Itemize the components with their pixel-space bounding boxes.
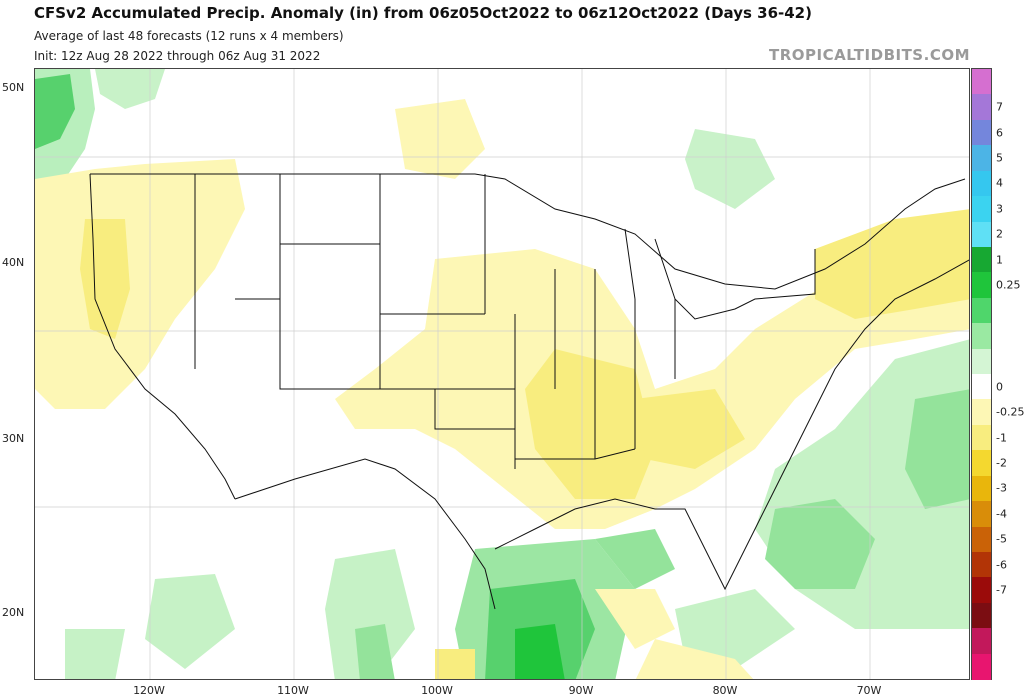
colorbar-cell bbox=[972, 653, 991, 680]
colorbar-cell bbox=[972, 272, 991, 299]
colorbar-label: -4 bbox=[996, 507, 1007, 521]
colorbar-cell bbox=[972, 424, 991, 451]
colorbar-label: 4 bbox=[996, 176, 1003, 190]
colorbar-cell bbox=[972, 526, 991, 553]
colorbar-label: 6 bbox=[996, 126, 1003, 140]
colorbar-cell bbox=[972, 323, 991, 350]
init-time: Init: 12z Aug 28 2022 through 06z Aug 31… bbox=[34, 49, 321, 63]
colorbar-cell bbox=[972, 501, 991, 528]
colorbar-cell bbox=[972, 145, 991, 172]
lat-label-30n: 30N bbox=[2, 432, 25, 445]
colorbar-cell bbox=[972, 119, 991, 146]
lat-label-40n: 40N bbox=[2, 256, 25, 269]
colorbar-label: 0 bbox=[996, 380, 1003, 394]
lon-label-90w: 90W bbox=[568, 684, 594, 697]
colorbar-cell bbox=[972, 348, 991, 375]
colorbar-label: 0.25 bbox=[996, 278, 1021, 292]
colorbar-label: -6 bbox=[996, 558, 1007, 572]
lon-label-70w: 70W bbox=[856, 684, 882, 697]
colorbar-label: 7 bbox=[996, 100, 1003, 114]
lat-label-20n: 20N bbox=[2, 606, 25, 619]
colorbar-label: -2 bbox=[996, 456, 1007, 470]
wet-anomaly-areas bbox=[35, 69, 969, 679]
colorbar-cell bbox=[972, 602, 991, 629]
colorbar-cell bbox=[972, 374, 991, 400]
colorbar-label: 5 bbox=[996, 151, 1003, 165]
lon-label-100w: 100W bbox=[421, 684, 453, 697]
colorbar-cell bbox=[972, 577, 991, 604]
lon-label-80w: 80W bbox=[712, 684, 738, 697]
colorbar-cell bbox=[972, 551, 991, 578]
colorbar-label: -7 bbox=[996, 583, 1007, 597]
lat-label-50n: 50N bbox=[2, 81, 25, 94]
colorbar-cell bbox=[972, 628, 991, 655]
colorbar-cell bbox=[972, 399, 991, 426]
map-canvas bbox=[35, 69, 969, 679]
precip-anomaly-map bbox=[34, 68, 970, 680]
colorbar-label: 3 bbox=[996, 202, 1003, 216]
lon-label-110w: 110W bbox=[277, 684, 309, 697]
boundaries bbox=[89, 173, 969, 610]
watermark: TROPICALTIDBITS.COM bbox=[769, 46, 970, 64]
colorbar-label: -1 bbox=[996, 431, 1007, 445]
colorbar-cell bbox=[972, 221, 991, 248]
forecast-description: Average of last 48 forecasts (12 runs x … bbox=[34, 29, 344, 43]
dry-anomaly-areas bbox=[35, 99, 969, 679]
colorbar-cell bbox=[972, 196, 991, 223]
colorbar-cell bbox=[972, 170, 991, 197]
lon-label-120w: 120W bbox=[133, 684, 165, 697]
page-title: CFSv2 Accumulated Precip. Anomaly (in) f… bbox=[34, 4, 812, 22]
colorbar-cell bbox=[972, 475, 991, 502]
colorbar bbox=[971, 68, 992, 680]
lat-lon-grid bbox=[35, 69, 969, 679]
colorbar-label: 1 bbox=[996, 253, 1003, 267]
colorbar-cell bbox=[972, 94, 991, 121]
colorbar-label: -0.25 bbox=[996, 405, 1024, 419]
colorbar-label: -3 bbox=[996, 481, 1007, 495]
colorbar-label: -5 bbox=[996, 532, 1007, 546]
colorbar-cell bbox=[972, 297, 991, 324]
colorbar-cell bbox=[972, 246, 991, 273]
colorbar-label: 2 bbox=[996, 227, 1003, 241]
colorbar-cell bbox=[972, 69, 991, 95]
colorbar-cell bbox=[972, 450, 991, 477]
